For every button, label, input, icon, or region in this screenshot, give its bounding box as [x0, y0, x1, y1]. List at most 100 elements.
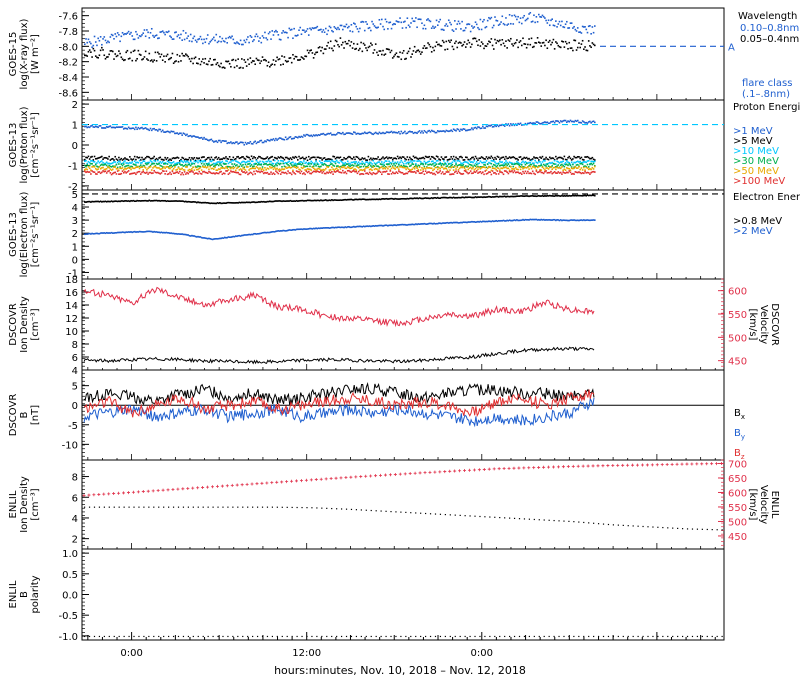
data-point	[121, 231, 124, 233]
data-point	[306, 171, 309, 174]
data-point	[326, 158, 328, 161]
data-point	[359, 475, 363, 479]
data-point	[564, 169, 567, 171]
data-point	[138, 635, 140, 638]
data-point	[210, 160, 213, 163]
data-point	[457, 170, 460, 173]
data-point	[320, 165, 322, 168]
data-point	[415, 165, 417, 168]
data-point	[346, 166, 349, 168]
data-point	[590, 194, 592, 197]
data-point	[594, 165, 596, 168]
data-point	[119, 161, 121, 163]
data-point	[436, 196, 439, 199]
data-point	[250, 155, 253, 158]
data-point	[538, 41, 540, 44]
data-point	[135, 126, 137, 129]
data-point	[174, 166, 176, 168]
data-point	[675, 462, 679, 466]
data-point	[551, 161, 553, 164]
data-point	[317, 46, 320, 49]
data-point	[174, 200, 176, 202]
data-point	[260, 163, 263, 165]
data-point	[105, 172, 108, 174]
data-point	[566, 160, 568, 162]
data-point	[203, 62, 205, 64]
data-point	[242, 67, 244, 69]
data-point	[561, 173, 563, 175]
data-point	[217, 237, 220, 240]
data-point	[243, 143, 246, 146]
data-point	[293, 228, 295, 231]
data-point	[513, 14, 516, 17]
data-point	[547, 219, 550, 221]
data-point	[315, 51, 317, 54]
data-point	[289, 29, 292, 31]
data-point	[436, 156, 439, 158]
data-point	[231, 159, 233, 162]
data-point	[366, 23, 368, 25]
data-point	[466, 196, 468, 199]
data-point	[130, 165, 132, 168]
data-point	[311, 161, 314, 164]
data-point	[259, 167, 261, 169]
data-point	[362, 21, 365, 23]
data-point	[594, 159, 596, 161]
data-point	[520, 195, 523, 197]
data-point	[255, 201, 258, 204]
data-point	[316, 25, 319, 28]
data-point	[117, 491, 121, 495]
data-point	[178, 55, 181, 57]
data-point	[484, 127, 487, 129]
data-point	[432, 130, 434, 132]
data-point	[220, 484, 224, 488]
data-point	[157, 171, 159, 174]
data-point	[502, 22, 505, 25]
data-point	[492, 163, 495, 166]
data-point	[479, 165, 482, 168]
data-point	[208, 42, 210, 45]
data-point	[422, 27, 424, 30]
data-point	[490, 173, 493, 176]
data-point	[513, 517, 516, 519]
data-point	[535, 156, 538, 159]
data-point	[99, 164, 102, 167]
data-point	[590, 168, 592, 171]
data-point	[325, 227, 327, 229]
data-point	[511, 162, 513, 164]
data-point	[299, 199, 302, 202]
data-point	[90, 160, 92, 162]
data-point	[454, 129, 456, 131]
data-point	[443, 222, 445, 224]
data-point	[258, 163, 260, 165]
data-point	[581, 195, 584, 197]
data-point	[527, 170, 529, 173]
data-point	[121, 58, 124, 60]
data-point	[412, 160, 415, 162]
data-point	[385, 510, 387, 512]
data-point	[540, 195, 543, 197]
data-point	[584, 26, 586, 28]
data-point	[408, 47, 411, 50]
data-point	[207, 635, 209, 638]
data-point	[159, 231, 162, 234]
data-point	[563, 520, 565, 522]
data-point	[461, 196, 463, 199]
data-point	[243, 171, 246, 173]
data-point	[550, 170, 552, 173]
data-point	[489, 635, 491, 638]
data-point	[350, 508, 353, 511]
data-point	[121, 167, 124, 169]
data-point	[626, 463, 630, 467]
data-point	[557, 194, 560, 197]
data-point	[288, 166, 291, 168]
data-point	[490, 196, 493, 198]
data-point	[528, 13, 530, 15]
data-point	[530, 122, 533, 125]
data-point	[581, 219, 584, 222]
data-point	[266, 64, 269, 67]
data-point	[269, 160, 271, 163]
data-point	[141, 34, 143, 36]
data-point	[301, 136, 304, 138]
data-point	[421, 130, 423, 132]
